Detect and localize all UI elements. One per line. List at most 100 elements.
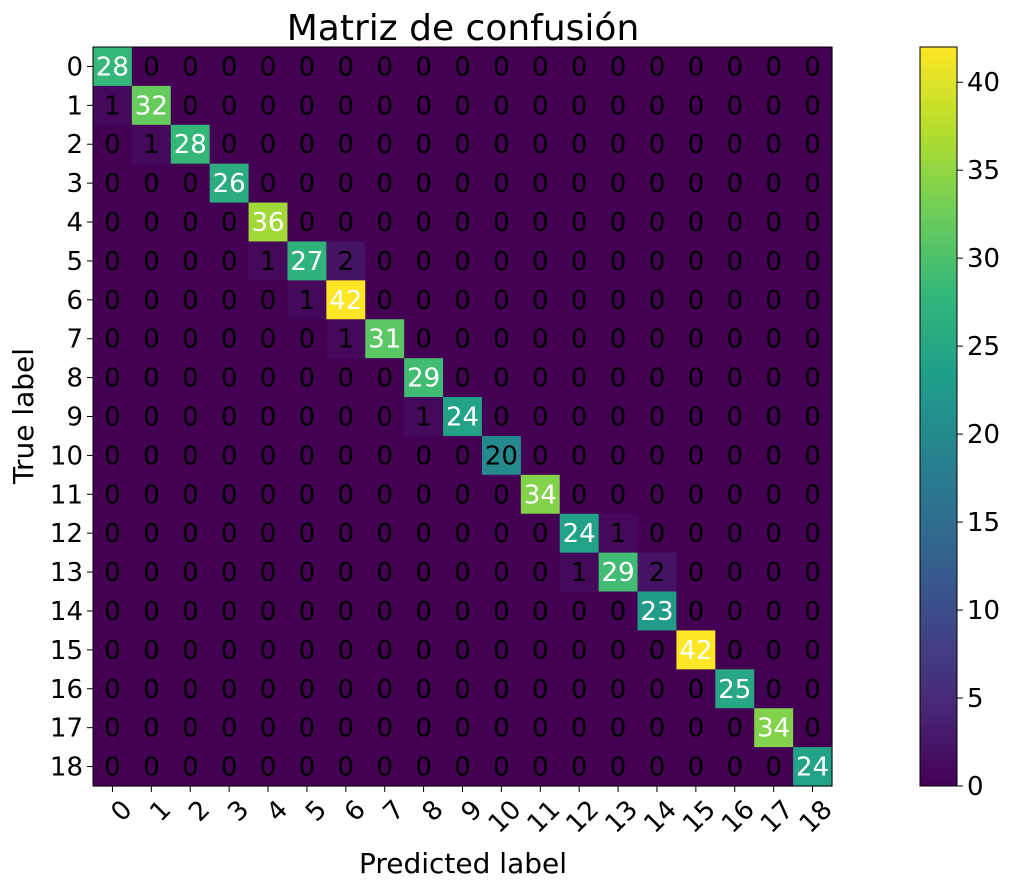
cell-value-r2-c0: 0: [104, 130, 121, 160]
cell-value-r8-c13: 0: [610, 364, 627, 394]
cell-value-r10-c3: 0: [221, 441, 238, 471]
colorbar-ticks: 0 5 10 15 20 25 30 35 40: [957, 68, 1000, 802]
heatmap-cell-r17-c0: [93, 708, 133, 748]
cell-value-r2-c16: 0: [726, 130, 743, 160]
heatmap-cell-r16-c2: [170, 669, 211, 709]
cell-value-r1-c1: 32: [135, 91, 168, 121]
heatmap-cell-r16-c9: [443, 669, 483, 709]
cell-value-r11-c18: 0: [804, 480, 821, 510]
cell-value-r13-c11: 0: [532, 558, 549, 588]
cell-value-r2-c14: 0: [649, 130, 666, 160]
heatmap-cell-r5-c13: [598, 241, 639, 281]
cell-value-r2-c2: 28: [174, 130, 207, 160]
heatmap-cell-r14-c10: [481, 591, 522, 632]
heatmap-cell-r18-c15: [676, 747, 716, 787]
cell-value-r18-c3: 0: [221, 753, 238, 783]
heatmap-cell-r18-c3: [209, 747, 250, 787]
cell-value-r4-c5: 0: [299, 208, 316, 238]
cell-value-r17-c1: 0: [143, 714, 160, 744]
cell-value-r15-c15: 42: [679, 636, 712, 666]
heatmap-cell-r12-c18: [793, 513, 833, 554]
heatmap-cell-r13-c10: [481, 552, 522, 593]
heatmap-cell-r13-c4: [248, 552, 289, 593]
cell-value-r8-c16: 0: [726, 364, 743, 394]
cell-value-r3-c12: 0: [571, 169, 588, 199]
heatmap-cell-r10-c9: [443, 435, 483, 476]
heatmap-cell-r9-c7: [365, 397, 405, 437]
cell-value-r3-c14: 0: [649, 169, 666, 199]
y-tick-label: 6: [66, 286, 83, 316]
heatmap-cell-r12-c0: [93, 513, 133, 554]
cell-value-r12-c11: 0: [532, 519, 549, 549]
colorbar-tick-label: 40: [967, 68, 1000, 98]
cell-value-r3-c1: 0: [143, 169, 160, 199]
cell-value-r13-c1: 0: [143, 558, 160, 588]
cell-value-r1-c6: 0: [338, 91, 355, 121]
heatmap-cell-r16-c11: [520, 669, 561, 709]
heatmap-cell-r9-c5: [287, 397, 327, 437]
cell-value-r8-c15: 0: [688, 364, 705, 394]
heatmap-cell-r5-c3: [209, 241, 250, 281]
heatmap-cell-r7-c13: [598, 319, 639, 359]
cell-value-r8-c7: 0: [376, 364, 393, 394]
heatmap-cell-r16-c16: [715, 669, 755, 709]
heatmap-cell-r1-c17: [754, 85, 794, 126]
heatmap-cell-r16-c4: [248, 669, 289, 709]
heatmap-cell-r15-c9: [443, 630, 483, 670]
cell-value-r13-c13: 29: [602, 558, 635, 588]
cell-value-r11-c1: 0: [143, 480, 160, 510]
cell-value-r6-c1: 0: [143, 286, 160, 316]
cell-value-r7-c0: 0: [104, 325, 121, 355]
x-tick-label: 18: [794, 795, 839, 840]
heatmap-cell-r4-c13: [598, 202, 639, 243]
heatmap-cell-r11-c15: [676, 474, 716, 515]
cell-value-r10-c13: 0: [610, 441, 627, 471]
colorbar-tick-label: 25: [967, 332, 1000, 362]
cell-value-r10-c17: 0: [765, 441, 782, 471]
cell-value-r0-c8: 0: [415, 52, 432, 82]
heatmap-cell-r3-c17: [754, 163, 794, 204]
cell-value-r12-c2: 0: [182, 519, 199, 549]
cell-value-r17-c17: 34: [757, 714, 790, 744]
cell-value-r14-c3: 0: [221, 597, 238, 627]
heatmap-cell-r9-c8: [404, 397, 444, 437]
heatmap-cell-r2-c13: [598, 124, 639, 165]
heatmap-cell-r3-c11: [520, 163, 561, 204]
heatmap-cell-r4-c16: [715, 202, 755, 243]
cell-value-r3-c13: 0: [610, 169, 627, 199]
heatmap-cell-r7-c12: [559, 319, 600, 359]
heatmap-cell-r3-c12: [559, 163, 600, 204]
cell-value-r4-c12: 0: [571, 208, 588, 238]
heatmap-cell-r2-c17: [754, 124, 794, 165]
cell-value-r9-c14: 0: [649, 403, 666, 433]
cell-value-r14-c5: 0: [299, 597, 316, 627]
heatmap-cell-r18-c10: [481, 747, 522, 787]
cell-value-r10-c11: 0: [532, 441, 549, 471]
cell-value-r14-c12: 0: [571, 597, 588, 627]
cell-value-r0-c7: 0: [376, 52, 393, 82]
heatmap-cell-r6-c7: [365, 280, 405, 320]
heatmap-cell-r6-c0: [93, 280, 133, 320]
x-tick-label: 13: [599, 795, 644, 840]
cell-value-r1-c11: 0: [532, 91, 549, 121]
heatmap-cell-r17-c7: [365, 708, 405, 748]
heatmap-cell-r4-c0: [93, 202, 133, 243]
cell-value-r13-c8: 0: [415, 558, 432, 588]
cell-value-r7-c13: 0: [610, 325, 627, 355]
heatmap-cell-r17-c4: [248, 708, 289, 748]
cell-value-r5-c8: 0: [415, 247, 432, 277]
heatmap-cell-r4-c12: [559, 202, 600, 243]
cell-value-r18-c15: 0: [688, 753, 705, 783]
x-tick-label: 2: [183, 795, 216, 828]
cell-value-r16-c18: 0: [804, 675, 821, 705]
heatmap-cell-r17-c15: [676, 708, 716, 748]
heatmap-cell-r4-c4: [248, 202, 289, 243]
cell-value-r17-c15: 0: [688, 714, 705, 744]
cell-value-r0-c9: 0: [454, 52, 471, 82]
heatmap-cell-r17-c9: [443, 708, 483, 748]
heatmap-cell-r2-c12: [559, 124, 600, 165]
heatmap-cell-r9-c2: [170, 397, 211, 437]
heatmap-cell-r10-c16: [715, 435, 755, 476]
cell-value-r1-c9: 0: [454, 91, 471, 121]
heatmap-cell-r2-c5: [287, 124, 327, 165]
